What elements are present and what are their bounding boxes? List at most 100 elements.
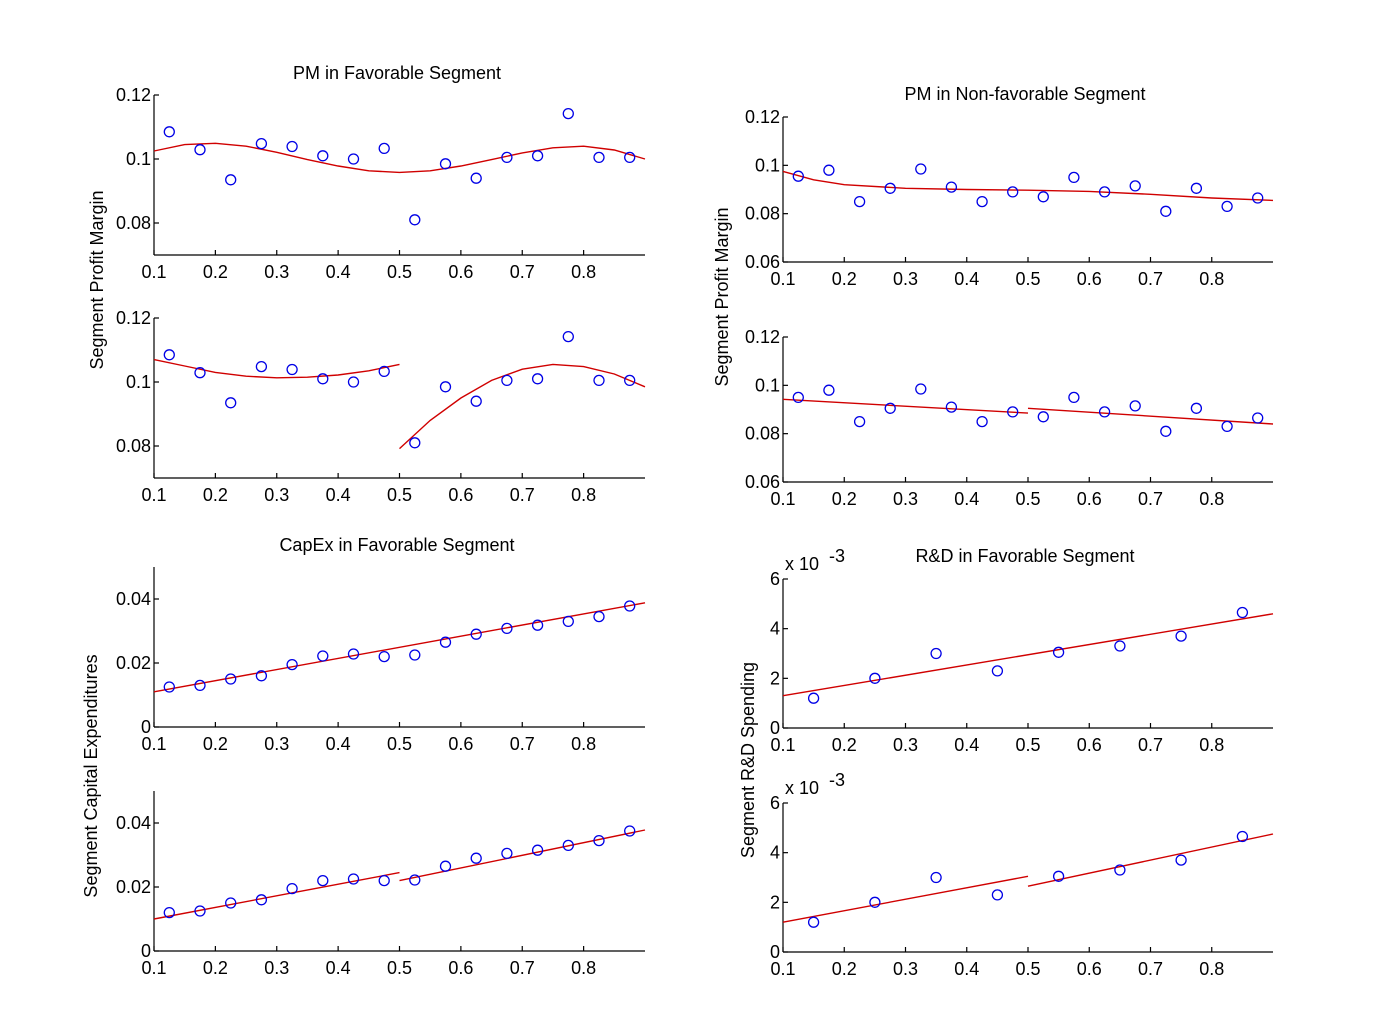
x-tick-label: 0.8 — [571, 958, 596, 978]
data-point — [792, 170, 804, 182]
data-point — [1052, 870, 1065, 882]
data-point — [194, 679, 206, 692]
data-point — [347, 648, 360, 660]
data-point — [439, 381, 452, 393]
data-point — [1160, 425, 1172, 437]
y-tick-label: 0.06 — [745, 472, 780, 492]
data-point — [378, 650, 390, 663]
data-point — [1114, 864, 1126, 876]
x-tick-label: 0.8 — [1199, 959, 1224, 979]
x-tick-label: 0.3 — [893, 269, 918, 289]
exponent-power: -3 — [829, 770, 845, 790]
data-point — [1129, 400, 1141, 412]
data-point — [869, 896, 881, 908]
y-tick-label: 0.1 — [755, 155, 780, 175]
data-point — [1037, 191, 1049, 203]
data-point — [531, 844, 544, 856]
y-tick-label: 6 — [770, 569, 780, 589]
x-tick-label: 0.1 — [141, 262, 166, 282]
panel-7: 0.1 0.2 0.3 0.4 0.5 0.6 0.7 0.8 0 2 4 6x 10 -3 — [770, 546, 1274, 755]
data-point — [255, 137, 268, 150]
x-tick-label: 0.1 — [141, 958, 166, 978]
data-point — [991, 665, 1004, 677]
data-point — [624, 374, 636, 387]
data-point — [593, 151, 605, 164]
x-tick-label: 0.8 — [571, 485, 596, 505]
data-point — [915, 163, 927, 175]
panel-3: 0.1 0.2 0.3 0.4 0.5 0.6 0.7 0.8 0 0.02 0.04 — [116, 567, 646, 754]
data-point — [1175, 854, 1187, 866]
data-point — [286, 140, 298, 153]
panel-4: 0.1 0.2 0.3 0.4 0.5 0.6 0.7 0.8 0 0.02 0.04 — [116, 791, 646, 978]
fit-line-1 — [153, 871, 400, 920]
data-point — [409, 874, 421, 886]
data-point — [562, 107, 574, 120]
data-point — [470, 172, 482, 184]
data-point — [624, 825, 636, 837]
x-tick-label: 0.6 — [1077, 735, 1102, 755]
y-tick-label: 0.04 — [116, 589, 151, 609]
panel-1: 0.1 0.2 0.3 0.4 0.5 0.6 0.7 0.8 0.08 0.1 0.12 — [116, 85, 646, 282]
data-point — [255, 670, 268, 682]
fit-line-1 — [782, 170, 1274, 202]
x-tick-label: 0.3 — [893, 959, 918, 979]
ylabel-left-top: Segment Profit Margin — [87, 190, 107, 369]
data-point — [225, 397, 237, 409]
panel-6: 0.1 0.2 0.3 0.4 0.5 0.6 0.7 0.8 0.06 0.08 0.1 0.12 — [745, 327, 1274, 509]
y-tick-label: 2 — [770, 892, 780, 912]
data-point — [347, 376, 360, 388]
data-point — [1190, 182, 1203, 194]
x-tick-label: 0.8 — [1199, 269, 1224, 289]
data-point — [255, 360, 268, 373]
x-tick-label: 0.2 — [203, 958, 228, 978]
x-tick-label: 0.8 — [571, 734, 596, 754]
data-point — [531, 150, 544, 162]
y-tick-label: 0.1 — [126, 372, 151, 392]
x-tick-label: 0.6 — [448, 485, 473, 505]
y-tick-label: 0.1 — [755, 375, 780, 395]
data-point — [884, 402, 896, 414]
data-point — [624, 151, 636, 164]
x-tick-label: 0.8 — [1199, 735, 1224, 755]
panel-2: 0.1 0.2 0.3 0.4 0.5 0.6 0.7 0.8 0.08 0.1 0.12 — [116, 308, 646, 505]
ylabel-right-top: Segment Profit Margin — [712, 207, 732, 386]
x-tick-label: 0.8 — [571, 262, 596, 282]
x-tick-label: 0.4 — [954, 489, 979, 509]
x-tick-label: 0.7 — [1138, 735, 1163, 755]
data-point — [347, 153, 360, 165]
data-point — [470, 628, 482, 640]
x-tick-label: 0.5 — [387, 958, 412, 978]
data-point — [1068, 391, 1080, 404]
data-point — [1129, 180, 1141, 192]
y-tick-label: 0 — [141, 717, 151, 737]
x-tick-label: 0.7 — [1138, 489, 1163, 509]
data-point — [501, 374, 513, 387]
x-tick-label: 0.4 — [326, 485, 351, 505]
data-point — [976, 415, 988, 428]
data-point — [409, 437, 421, 449]
x-tick-label: 0.1 — [770, 959, 795, 979]
x-tick-label: 0.5 — [387, 262, 412, 282]
x-tick-label: 0.6 — [448, 262, 473, 282]
data-point — [531, 619, 544, 631]
y-tick-label: 0.08 — [116, 436, 151, 456]
x-tick-label: 0.7 — [510, 734, 535, 754]
x-tick-label: 0.3 — [264, 734, 289, 754]
panel-5-title: PM in Non-favorable Segment — [904, 84, 1145, 104]
y-tick-label: 0.08 — [116, 213, 151, 233]
data-point — [501, 622, 513, 635]
data-point — [378, 142, 390, 155]
data-point — [286, 882, 298, 895]
fit-line-2 — [399, 363, 646, 450]
x-tick-label: 0.1 — [770, 489, 795, 509]
x-tick-label: 0.7 — [1138, 959, 1163, 979]
data-point — [317, 373, 329, 385]
x-tick-label: 0.5 — [1015, 959, 1040, 979]
data-point — [317, 874, 329, 887]
x-tick-label: 0.5 — [387, 734, 412, 754]
data-point — [624, 600, 636, 612]
fit-line-2 — [1027, 833, 1274, 887]
x-tick-label: 0.3 — [893, 489, 918, 509]
data-point — [163, 349, 175, 361]
